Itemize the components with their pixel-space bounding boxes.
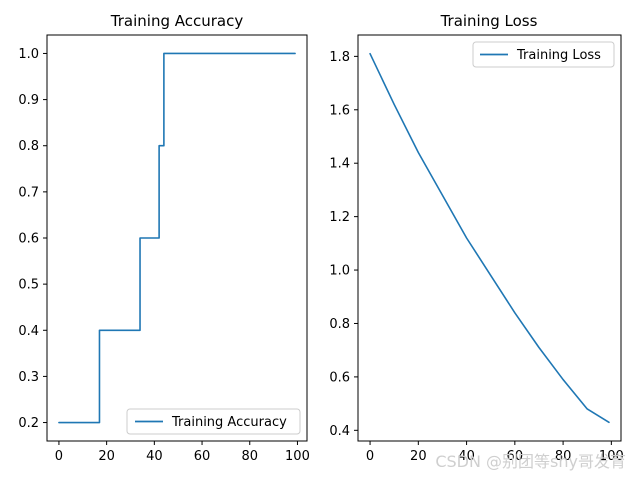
accuracy-xtick-label: 100 <box>285 449 310 464</box>
accuracy-legend-box <box>126 408 301 435</box>
loss-chart-title: Training Loss <box>440 12 538 30</box>
loss-series-line <box>369 52 610 424</box>
loss-ytick-label: 1.0 <box>329 264 350 279</box>
loss-xtick-label: 60 <box>507 449 524 464</box>
loss-legend: Training Loss <box>472 41 615 68</box>
loss-legend-box <box>472 41 615 68</box>
watermark: CSDN @别团等shy哥发育 <box>435 452 626 471</box>
accuracy-xtick-label: 0 <box>55 449 63 464</box>
accuracy-ytick-label: 0.8 <box>18 139 39 154</box>
loss-xtick-label: 20 <box>410 449 427 464</box>
loss-axes-frame <box>357 34 622 442</box>
loss-ytick-label: 1.4 <box>329 157 350 172</box>
loss-chart: Training Loss 0 20 40 60 80 100 0.4 0.6 0.8 1.0 1.… <box>329 12 623 464</box>
loss-ytick-label: 1.2 <box>329 210 350 225</box>
accuracy-ytick-label: 1.0 <box>18 47 39 62</box>
loss-xtick-label: 0 <box>366 449 374 464</box>
accuracy-xtick-label: 80 <box>241 449 258 464</box>
loss-ytick-label: 0.6 <box>329 370 350 385</box>
accuracy-xtick-label: 60 <box>194 449 211 464</box>
accuracy-axes-frame <box>46 34 308 442</box>
loss-xtick-label: 100 <box>599 449 624 464</box>
accuracy-series-line <box>58 52 296 424</box>
accuracy-xtick-label: 20 <box>98 449 115 464</box>
accuracy-xtick-label: 40 <box>146 449 163 464</box>
accuracy-ytick-label: 0.5 <box>18 278 39 293</box>
loss-ytick-label: 1.6 <box>329 103 350 118</box>
accuracy-ytick-label: 0.3 <box>18 370 39 385</box>
accuracy-legend-label: Training Accuracy <box>171 415 287 430</box>
loss-ytick-label: 0.4 <box>329 424 350 439</box>
accuracy-ytick-label: 0.7 <box>18 185 39 200</box>
loss-legend-label: Training Loss <box>516 48 601 63</box>
accuracy-ytick-label: 0.9 <box>18 93 39 108</box>
accuracy-ytick-label: 0.6 <box>18 232 39 247</box>
accuracy-chart: Training Accuracy 0 20 40 60 80 100 0.2 0.3 0.4 0… <box>18 12 310 464</box>
accuracy-ytick-label: 0.2 <box>18 416 39 431</box>
loss-ytick-label: 1.8 <box>329 50 350 65</box>
accuracy-legend: Training Accuracy <box>126 408 301 435</box>
loss-xtick-label: 40 <box>458 449 475 464</box>
loss-ytick-label: 0.8 <box>329 317 350 332</box>
loss-xtick-label: 80 <box>555 449 572 464</box>
accuracy-ytick-label: 0.4 <box>18 324 39 339</box>
accuracy-chart-title: Training Accuracy <box>110 12 244 30</box>
